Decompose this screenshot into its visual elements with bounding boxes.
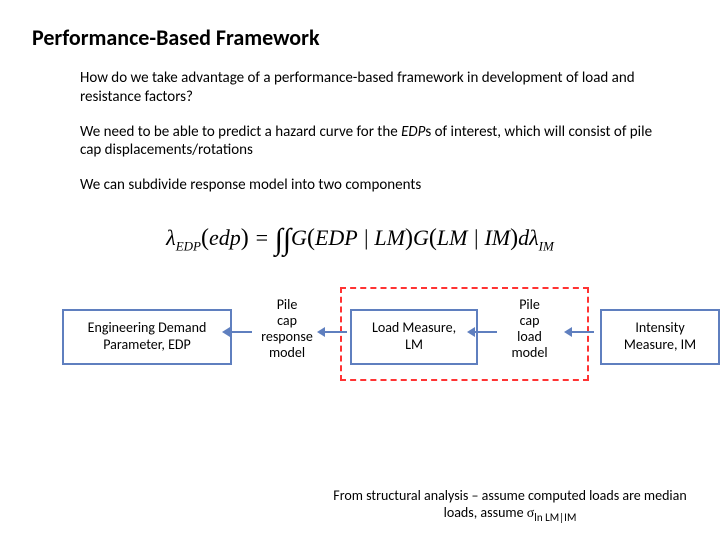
- equation: λEDP(edp) = ∫∫G(EDP | LM)G(LM | IM)dλIM: [32, 223, 688, 257]
- eq-g2: G: [413, 225, 429, 250]
- eq-dsub: IM: [539, 238, 554, 253]
- eq-g1b: EDP: [315, 225, 357, 250]
- footer-note: From structural analysis – assume comput…: [330, 488, 690, 524]
- box1-line2a: Parameter,: [103, 336, 168, 353]
- box3-line2a: Measure,: [624, 336, 681, 353]
- eq-lambda: λ: [166, 225, 176, 250]
- eq-g1: G: [291, 225, 307, 250]
- eq-lhs-arg: edp: [209, 225, 241, 250]
- eq-g2b: LM: [437, 225, 468, 250]
- box3-line2b: IM: [681, 336, 697, 353]
- eq-rparen3: ): [510, 225, 518, 251]
- para2-edp: EDP: [401, 123, 425, 141]
- arrow-2: [325, 331, 347, 333]
- label-response-model: Pile cap response model: [252, 297, 322, 361]
- eq-lparen3: (: [429, 225, 437, 251]
- eq-lparen1: (: [201, 225, 209, 251]
- paragraph-3: We can subdivide response model into two…: [80, 176, 656, 195]
- box2-line1: Load Measure,: [372, 319, 456, 336]
- eq-g2c: IM: [484, 225, 510, 250]
- eq-dlam: dλ: [518, 225, 539, 250]
- box-edp: Engineering Demand Parameter, EDP: [62, 309, 232, 365]
- box-im: Intensity Measure, IM: [600, 309, 720, 365]
- slide-title: Performance-Based Framework: [32, 24, 688, 51]
- box3-line1: Intensity: [635, 319, 684, 336]
- slide: Performance-Based Framework How do we ta…: [0, 0, 720, 421]
- eq-sub1: EDP: [176, 238, 201, 253]
- box1-line1: Engineering Demand: [88, 319, 207, 336]
- arrow-3: [475, 331, 497, 333]
- eq-int1: ∫: [275, 223, 283, 256]
- footer-sub: ln LM|IM: [534, 511, 576, 524]
- footer-text: From structural analysis – assume comput…: [333, 487, 686, 521]
- eq-rparen2: ): [405, 225, 413, 251]
- eq-equals: =: [249, 225, 275, 250]
- box2-line2: LM: [405, 336, 423, 353]
- eq-g1c: LM: [374, 225, 405, 250]
- paragraph-2: We need to be able to predict a hazard c…: [80, 123, 656, 161]
- box1-line2b: EDP: [168, 336, 191, 353]
- eq-bar2: |: [467, 225, 484, 250]
- diagram: Engineering Demand Parameter, EDP Pile c…: [52, 297, 668, 397]
- arrow-4: [572, 331, 594, 333]
- paragraph-1: How do we take advantage of a performanc…: [80, 69, 656, 107]
- eq-rparen1: ): [241, 225, 249, 251]
- box-lm: Load Measure, LM: [350, 309, 478, 365]
- eq-int2: ∫: [283, 223, 291, 256]
- arrow-1: [230, 331, 252, 333]
- eq-bar1: |: [357, 225, 374, 250]
- eq-lparen2: (: [307, 225, 315, 251]
- para2-part-a: We need to be able to predict a hazard c…: [80, 123, 401, 141]
- label-load-model: Pile cap load model: [502, 297, 557, 361]
